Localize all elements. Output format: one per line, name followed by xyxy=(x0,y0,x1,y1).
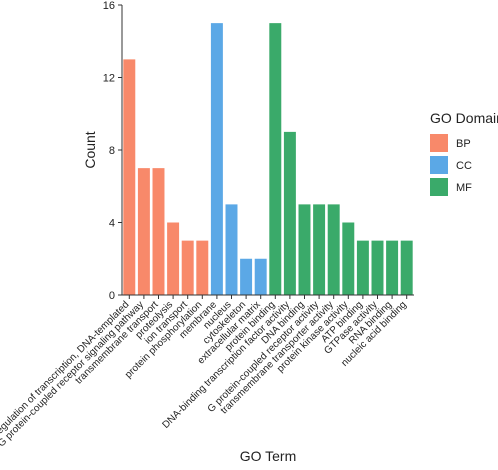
bar-15 xyxy=(342,222,355,295)
x-axis-title: GO Term xyxy=(240,448,297,464)
y-tick-label: 8 xyxy=(109,145,115,157)
y-ticks-group: 0 4 8 12 16 xyxy=(103,0,122,302)
bar-8 xyxy=(240,258,253,295)
bar-10 xyxy=(269,23,282,296)
legend-key-mf xyxy=(430,178,448,196)
bar-11 xyxy=(283,131,296,296)
bar-1 xyxy=(137,168,150,296)
bar-12 xyxy=(298,204,311,296)
bar-2 xyxy=(152,168,165,296)
bar-4 xyxy=(181,240,194,296)
bar-16 xyxy=(356,240,369,296)
bar-17 xyxy=(371,240,384,296)
bar-18 xyxy=(386,240,399,296)
bars-group xyxy=(123,23,413,296)
legend: GO Domain BP CC MF xyxy=(430,110,498,196)
legend-title: GO Domain xyxy=(430,110,498,126)
bar-9 xyxy=(254,258,267,295)
bar-6 xyxy=(210,23,223,296)
bar-14 xyxy=(327,204,340,296)
y-tick-label: 12 xyxy=(103,73,115,85)
bar-0 xyxy=(123,59,136,296)
axes-group xyxy=(121,5,414,296)
legend-label-mf: MF xyxy=(456,182,472,194)
bar-19 xyxy=(400,240,413,296)
legend-label-bp: BP xyxy=(456,138,471,150)
legend-label-cc: CC xyxy=(456,160,472,172)
bar-7 xyxy=(225,204,238,296)
y-tick-label: 0 xyxy=(109,290,115,302)
y-tick-label: 16 xyxy=(103,0,115,12)
x-ticks-group: regulation of transcription, DNA-templat… xyxy=(0,295,409,449)
legend-key-cc xyxy=(430,156,448,174)
bar-3 xyxy=(167,222,180,295)
bar-5 xyxy=(196,240,209,296)
legend-key-bp xyxy=(430,134,448,152)
y-axis-title: Count xyxy=(82,131,98,168)
y-tick-label: 4 xyxy=(109,218,115,230)
bar-13 xyxy=(313,204,326,296)
